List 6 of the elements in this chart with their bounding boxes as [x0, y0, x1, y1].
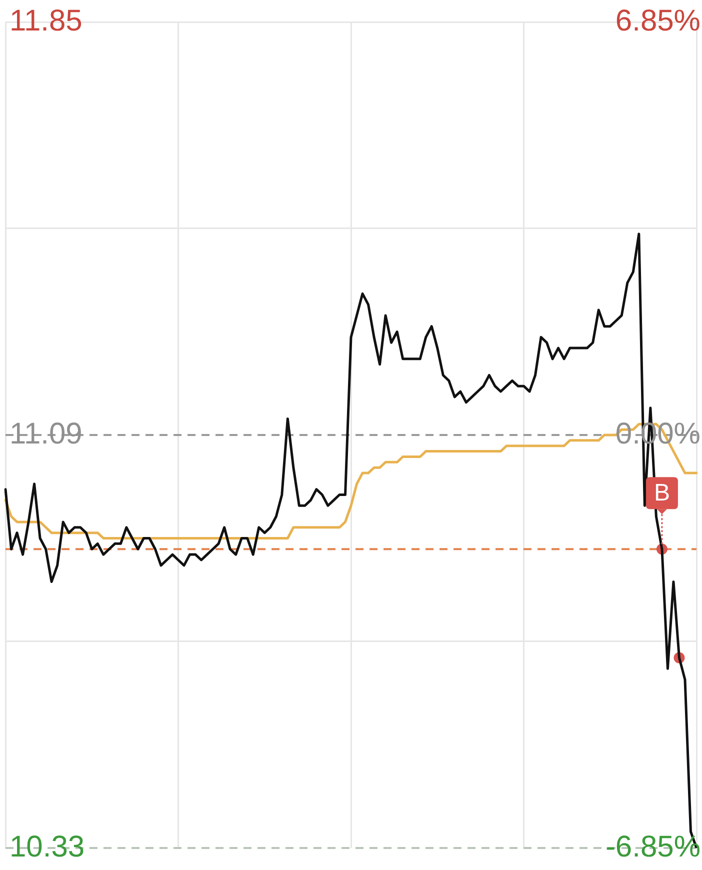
y-tick-label: 10.33 — [10, 830, 85, 864]
y2-tick-label: -6.85% — [605, 830, 700, 864]
y-tick-label: 11.09 — [10, 417, 82, 450]
annotation: B — [654, 480, 670, 507]
y2-tick-label: 6.85% — [615, 4, 700, 38]
y-tick-label: 11.85 — [10, 4, 82, 38]
